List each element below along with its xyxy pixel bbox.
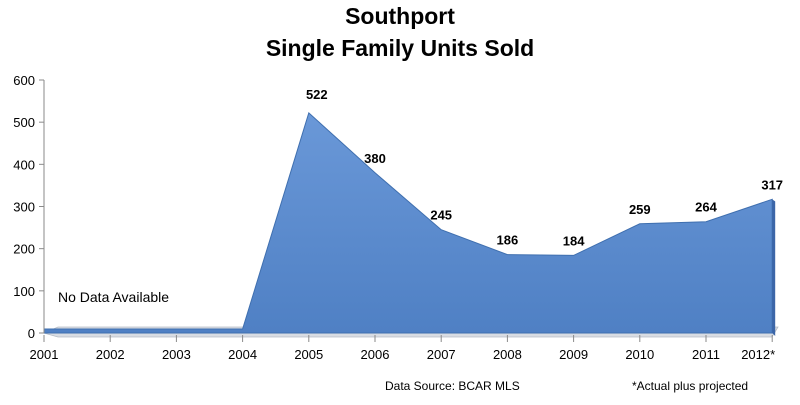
area-layer — [43, 112, 776, 336]
x-ticks: 2001 2002 2003 2004 2005 2006 2007 2008 2009 2010… — [30, 335, 775, 362]
no-data-annotation: No Data Available — [58, 289, 169, 305]
x-tick-label: 2001 — [30, 347, 59, 362]
chart-subtitle: Single Family Units Sold — [266, 35, 534, 61]
x-tick-label: 2012* — [741, 347, 775, 362]
x-tick-label: 2003 — [162, 347, 191, 362]
y-tick-label: 400 — [13, 157, 35, 172]
y-ticks: 0 100 200 300 400 500 600 — [13, 73, 44, 341]
x-tick-label: 2008 — [493, 347, 522, 362]
y-tick-label: 200 — [13, 242, 35, 257]
x-tick-label: 2010 — [625, 347, 654, 362]
y-tick-label: 600 — [13, 73, 35, 88]
x-tick-label: 2002 — [96, 347, 125, 362]
data-label: 317 — [761, 177, 783, 192]
data-label: 380 — [364, 151, 386, 166]
data-label: 259 — [629, 202, 651, 217]
x-tick-label: 2006 — [361, 347, 390, 362]
y-tick-label: 0 — [28, 326, 35, 341]
chart-title: Southport — [345, 3, 455, 29]
data-label: 245 — [430, 208, 452, 223]
x-tick-label: 2005 — [294, 347, 323, 362]
data-source-note: Data Source: BCAR MLS — [385, 379, 520, 393]
y-tick-label: 100 — [13, 284, 35, 299]
data-label: 522 — [306, 87, 328, 102]
x-tick-label: 2004 — [228, 347, 257, 362]
x-tick-label: 2009 — [559, 347, 588, 362]
data-label: 186 — [497, 233, 519, 248]
data-label: 264 — [695, 200, 717, 215]
y-tick-label: 300 — [13, 200, 35, 215]
y-tick-label: 500 — [13, 115, 35, 130]
data-labels: 522 380 245 186 184 259 264 317 — [306, 87, 783, 249]
x-tick-label: 2007 — [427, 347, 456, 362]
projection-footnote: *Actual plus projected — [632, 379, 748, 393]
x-tick-label: 2011 — [692, 347, 720, 362]
area-side — [772, 199, 776, 336]
data-label: 184 — [563, 233, 585, 248]
